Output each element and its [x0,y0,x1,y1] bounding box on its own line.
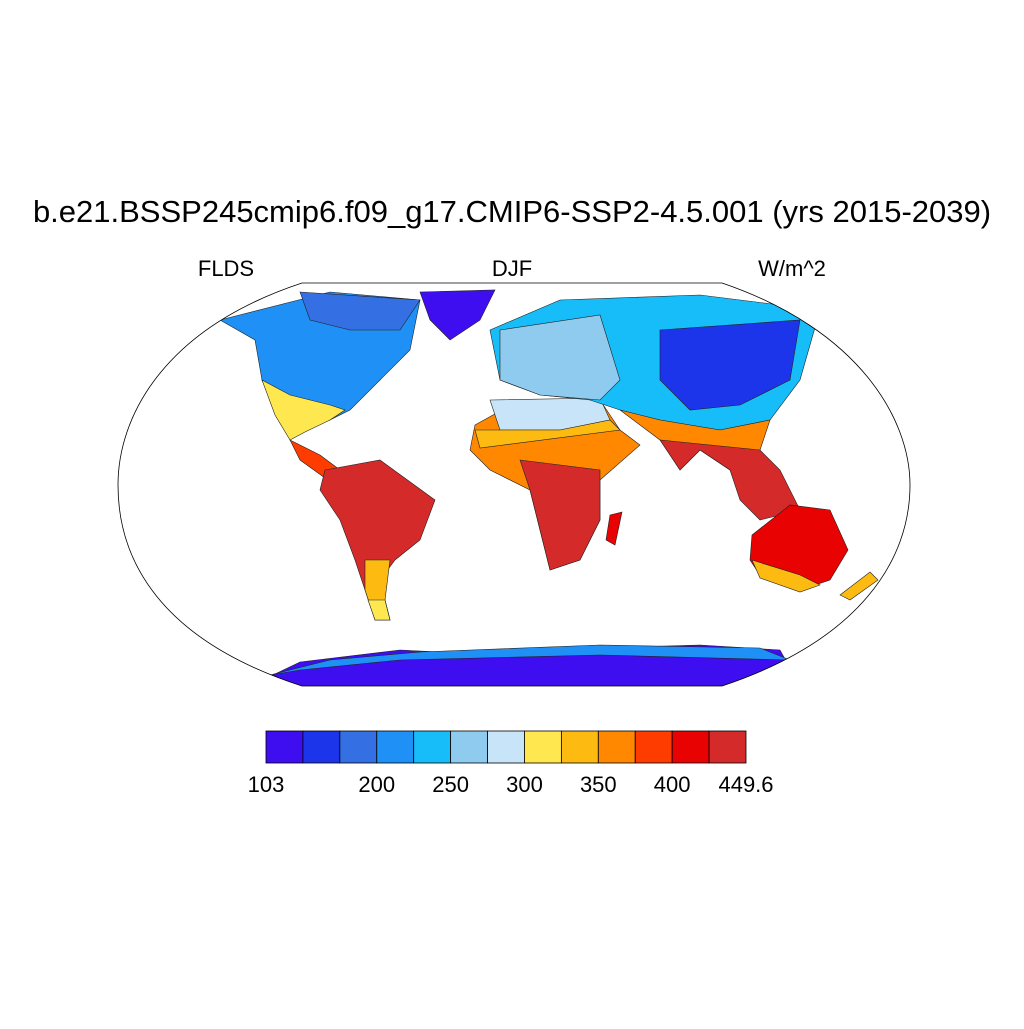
colorbar-box [265,730,304,764]
colorbar-box [708,730,747,764]
colorbar-box [413,730,452,764]
map [117,282,911,687]
variable-label: FLDS [198,256,254,281]
units-label: W/m^2 [758,256,826,281]
season-label: DJF [492,256,532,281]
colorbar-label: 449.6 [718,772,773,797]
colorbar-label: 300 [506,772,543,797]
colorbar-box [302,730,341,764]
colorbar-label: 103 [248,772,285,797]
colorbar-label: 200 [358,772,395,797]
colorbar-box [450,730,488,764]
colorbar-label: 350 [580,772,617,797]
colorbar-box [339,730,378,764]
colorbar-box [376,730,415,764]
colorbar-label: 400 [654,772,691,797]
colorbar-box [524,730,562,764]
colorbar-label: 250 [432,772,469,797]
colorbar-box [634,730,673,764]
title: b.e21.BSSP245cmip6.f09_g17.CMIP6-SSP2-4.… [33,194,991,229]
colorbar-box [597,730,636,764]
colorbar-box [487,730,525,764]
colorbar-box [560,730,599,764]
colorbar: 103 200 250 300 350 400 449.6 [248,730,774,797]
colorbar-box [671,730,710,764]
